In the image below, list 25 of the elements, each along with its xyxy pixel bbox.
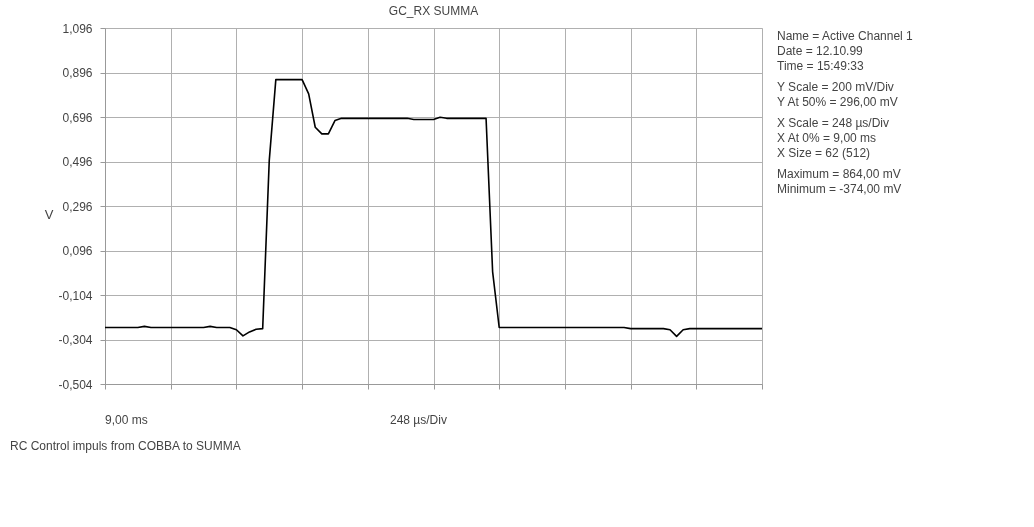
y-tick-label: -0,104 [58,288,93,303]
text: Time = 15:49:33 [777,59,864,73]
y-axis-title: V [44,206,54,222]
line-series [104,78,763,338]
y-tick-label: 0,496 [62,155,93,169]
chart-title: GC_RX SUMMA [388,4,479,18]
y-tick-label: 0,896 [62,66,93,80]
text: Minimum = -374,00 mV [777,182,902,196]
y-tick-label: 0,296 [62,199,93,214]
text: X At 0% = 9,00 ms [777,131,877,145]
text: Maximum = 864,00 mV [777,167,901,181]
text: X Size = 62 (512) [777,146,871,160]
text: Y At 50% = 296,00 mV [777,95,898,109]
y-tick-label: -0,504 [58,377,93,392]
text: Y Scale = 200 mV/Div [777,80,894,94]
text: Name = Active Channel 1 [777,29,914,43]
y-tick-label: 0,696 [62,110,93,125]
text: 248 µs/Div [390,413,447,427]
y-tick-label: 0,096 [62,244,93,258]
text: 9,00 ms [105,413,148,427]
text: X Scale = 248 µs/Div [777,116,889,130]
y-tick-label: 1,096 [62,21,93,36]
text: Date = 12.10.99 [777,44,864,58]
text: RC Control impuls from COBBA to SUMMA [10,439,241,453]
y-tick-label: -0,304 [58,333,93,347]
